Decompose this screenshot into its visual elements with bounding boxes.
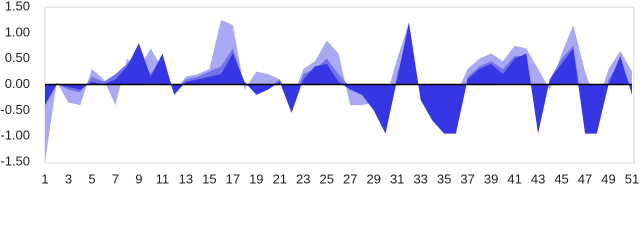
chart: -1.50-1.00-0.500.000.501.001.501 3 5 7 9 11 13… [0, 0, 639, 186]
y-tick-label: 1.50 [5, 0, 30, 13]
x-tick-label: 41 [507, 171, 521, 186]
y-tick-label: -1.00 [0, 128, 30, 143]
x-tick-label: 11 [156, 171, 170, 186]
x-tick-label: 21 [273, 171, 287, 186]
x-tick-label: 37 [460, 171, 474, 186]
x-tick-label: 43 [531, 171, 545, 186]
x-tick-label: 5 [88, 171, 95, 186]
y-tick-label: 1.00 [5, 24, 30, 39]
x-tick-label: 47 [578, 171, 592, 186]
x-tick-label: 33 [413, 171, 427, 186]
x-tick-label: 25 [320, 171, 334, 186]
x-tick-label: 29 [366, 171, 380, 186]
x-tick-label: 19 [249, 171, 263, 186]
x-tick-label: 1 [41, 171, 48, 186]
x-tick-label: 27 [343, 171, 357, 186]
y-tick-label: 0.00 [5, 76, 30, 91]
x-tick-label: 51 [625, 171, 639, 186]
area [45, 19, 632, 162]
x-tick-label: 3 [65, 171, 72, 186]
x-tick-label: 39 [484, 171, 498, 186]
x-tick-label: 31 [390, 171, 404, 186]
x-tick-label: 23 [296, 171, 310, 186]
area [45, 32, 632, 129]
x-tick-label: 49 [601, 171, 615, 186]
x-tick-label: 7 [112, 171, 119, 186]
x-tick-label: 9 [135, 171, 142, 186]
x-tick-label: 35 [437, 171, 451, 186]
y-tick-label: 0.50 [5, 50, 30, 65]
y-tick-label: -1.50 [0, 153, 30, 168]
x-tick-label: 13 [179, 171, 193, 186]
x-tick-label: 45 [554, 171, 568, 186]
x-tick-label: 17 [226, 171, 240, 186]
area [45, 22, 632, 134]
y-tick-label: -0.50 [0, 102, 30, 117]
x-tick-label: 15 [202, 171, 216, 186]
